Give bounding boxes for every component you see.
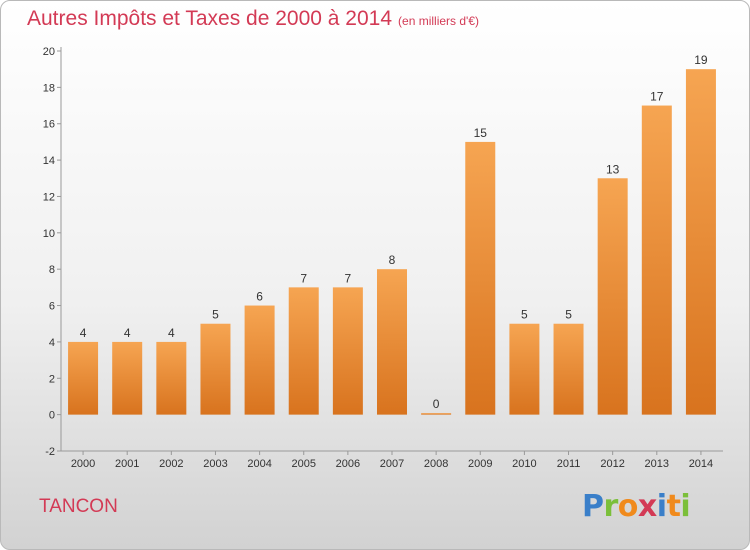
logo-letter: t bbox=[666, 489, 681, 524]
bar-value-label: 0 bbox=[433, 397, 440, 411]
bar-value-label: 13 bbox=[606, 162, 620, 176]
bar-value-label: 5 bbox=[212, 308, 219, 322]
x-tick-label: 2004 bbox=[247, 458, 271, 470]
bar-value-label: 5 bbox=[565, 308, 572, 322]
bar bbox=[244, 305, 275, 415]
logo-letter: o bbox=[617, 489, 639, 524]
y-tick-label: 6 bbox=[49, 301, 55, 313]
y-tick-label: 14 bbox=[43, 155, 55, 167]
bar bbox=[509, 323, 540, 415]
x-tick-label: 2014 bbox=[689, 458, 713, 470]
y-tick-label: 16 bbox=[43, 119, 55, 131]
bar bbox=[685, 69, 716, 415]
bar-value-label: 5 bbox=[521, 308, 528, 322]
bar bbox=[112, 341, 143, 415]
bar bbox=[465, 141, 496, 415]
chart-title: Autres Impôts et Taxes de 2000 à 2014 (en… bbox=[27, 7, 479, 31]
y-tick-label: 10 bbox=[43, 228, 55, 240]
x-tick-label: 2000 bbox=[71, 458, 95, 470]
bar bbox=[156, 341, 187, 415]
logo-letter: i bbox=[656, 489, 667, 524]
y-tick-label: 20 bbox=[43, 46, 55, 58]
y-tick-label: 12 bbox=[43, 191, 55, 203]
x-tick-label: 2010 bbox=[512, 458, 536, 470]
logo-letter: P bbox=[582, 489, 604, 524]
bar-value-label: 8 bbox=[389, 253, 396, 267]
title-unit: (en milliers d'€) bbox=[398, 14, 480, 28]
bar bbox=[553, 323, 584, 415]
bar-value-label: 7 bbox=[300, 271, 307, 285]
bar bbox=[200, 323, 231, 415]
bar bbox=[641, 105, 672, 415]
y-tick-label: 0 bbox=[49, 410, 55, 422]
x-tick-label: 2003 bbox=[203, 458, 227, 470]
bar bbox=[377, 269, 407, 415]
x-tick-label: 2011 bbox=[557, 458, 581, 470]
x-tick-label: 2005 bbox=[291, 458, 315, 470]
proxiti-logo: Proxiti bbox=[582, 489, 691, 524]
x-tick-label: 2007 bbox=[380, 458, 404, 470]
bar bbox=[332, 287, 363, 415]
x-tick-label: 2006 bbox=[336, 458, 360, 470]
x-tick-label: 2008 bbox=[424, 458, 448, 470]
title-text: Autres Impôts et Taxes de 2000 à 2014 bbox=[27, 7, 393, 30]
commune-name: TANCON bbox=[39, 496, 118, 517]
y-tick-label: 4 bbox=[49, 337, 55, 349]
logo-letter: x bbox=[637, 489, 657, 524]
y-tick-label: 2 bbox=[49, 373, 55, 385]
x-tick-label: 2012 bbox=[600, 458, 624, 470]
bar bbox=[68, 341, 99, 415]
bar-value-label: 19 bbox=[694, 53, 708, 67]
bar-value-label: 6 bbox=[256, 290, 263, 304]
logo-letter: r bbox=[603, 489, 619, 524]
bar-value-label: 7 bbox=[345, 271, 352, 285]
x-tick-label: 2009 bbox=[468, 458, 492, 470]
x-tick-label: 2001 bbox=[115, 458, 139, 470]
bar bbox=[421, 413, 452, 415]
logo-letter: i bbox=[680, 489, 691, 524]
x-tick-label: 2013 bbox=[645, 458, 669, 470]
bar-value-label: 17 bbox=[650, 90, 664, 104]
y-tick-label: 18 bbox=[43, 82, 55, 94]
bar-value-label: 4 bbox=[124, 326, 131, 340]
y-tick-label: -2 bbox=[45, 446, 55, 458]
bar-value-label: 15 bbox=[474, 126, 488, 140]
bar bbox=[597, 178, 628, 415]
bar bbox=[288, 287, 319, 415]
y-tick-label: 8 bbox=[49, 264, 55, 276]
bar-value-label: 4 bbox=[80, 326, 87, 340]
x-tick-label: 2002 bbox=[159, 458, 183, 470]
bar-value-label: 4 bbox=[168, 326, 175, 340]
